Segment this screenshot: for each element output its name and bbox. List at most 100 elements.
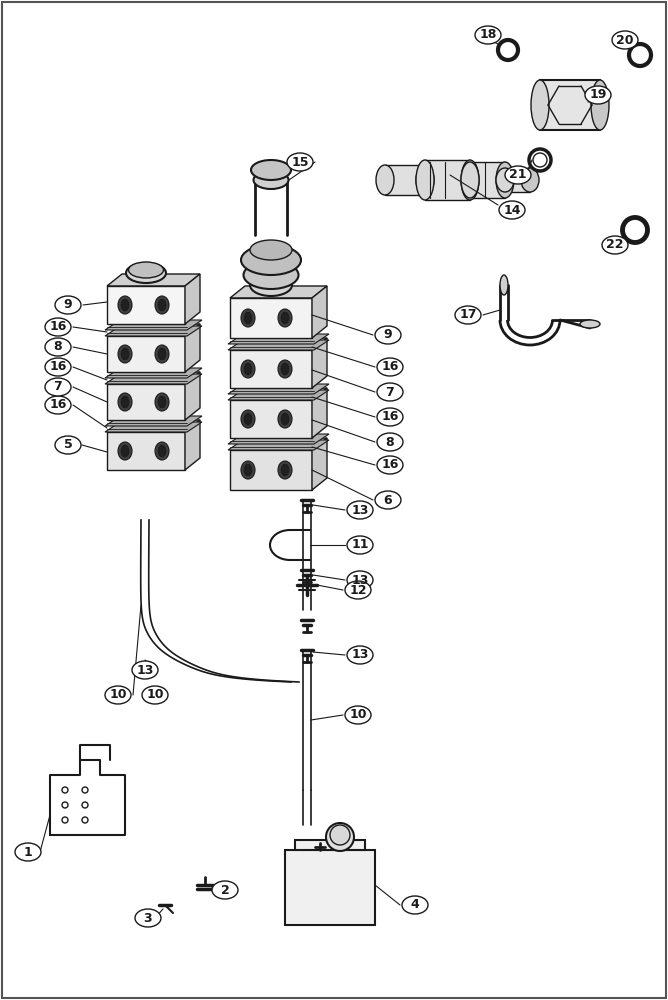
Ellipse shape xyxy=(591,80,609,130)
Text: 16: 16 xyxy=(49,398,67,412)
Polygon shape xyxy=(107,336,185,372)
Text: 8: 8 xyxy=(385,436,394,448)
Text: 10: 10 xyxy=(146,688,164,702)
Ellipse shape xyxy=(105,686,131,704)
Polygon shape xyxy=(230,450,312,490)
Text: 10: 10 xyxy=(110,688,127,702)
Ellipse shape xyxy=(496,168,514,192)
Ellipse shape xyxy=(155,345,169,363)
Text: 2: 2 xyxy=(220,884,229,896)
Ellipse shape xyxy=(121,299,129,311)
Text: 16: 16 xyxy=(381,360,399,373)
Text: 10: 10 xyxy=(349,708,367,722)
Ellipse shape xyxy=(278,360,292,378)
Bar xyxy=(425,160,470,200)
Ellipse shape xyxy=(251,160,291,180)
Ellipse shape xyxy=(500,275,508,295)
Ellipse shape xyxy=(347,536,373,554)
Ellipse shape xyxy=(45,318,71,336)
Text: 7: 7 xyxy=(53,380,62,393)
Ellipse shape xyxy=(241,360,255,378)
Text: 3: 3 xyxy=(144,912,152,924)
Ellipse shape xyxy=(241,245,301,275)
Ellipse shape xyxy=(241,461,255,479)
Text: 1: 1 xyxy=(23,846,32,858)
Ellipse shape xyxy=(281,363,289,375)
Ellipse shape xyxy=(45,338,71,356)
Ellipse shape xyxy=(521,168,539,192)
Ellipse shape xyxy=(375,326,401,344)
Polygon shape xyxy=(228,384,329,394)
Ellipse shape xyxy=(496,162,514,198)
Polygon shape xyxy=(230,438,327,450)
Text: 14: 14 xyxy=(503,204,521,217)
Ellipse shape xyxy=(499,201,525,219)
Polygon shape xyxy=(105,416,202,426)
Ellipse shape xyxy=(155,296,169,314)
Ellipse shape xyxy=(45,396,71,414)
Polygon shape xyxy=(230,388,327,400)
Polygon shape xyxy=(105,374,202,384)
Ellipse shape xyxy=(376,165,394,195)
Text: 16: 16 xyxy=(49,320,67,334)
Ellipse shape xyxy=(278,309,292,327)
Ellipse shape xyxy=(531,80,549,130)
Polygon shape xyxy=(228,440,329,450)
Ellipse shape xyxy=(281,413,289,425)
Ellipse shape xyxy=(15,843,41,861)
Polygon shape xyxy=(230,298,312,338)
Ellipse shape xyxy=(55,296,81,314)
Text: 9: 9 xyxy=(63,298,72,312)
Text: 15: 15 xyxy=(291,155,309,168)
Ellipse shape xyxy=(132,661,158,679)
Text: 8: 8 xyxy=(53,340,62,354)
Polygon shape xyxy=(228,434,329,444)
Ellipse shape xyxy=(135,909,161,927)
Text: 13: 13 xyxy=(351,504,369,516)
Polygon shape xyxy=(312,338,327,388)
Polygon shape xyxy=(312,388,327,438)
Ellipse shape xyxy=(347,571,373,589)
Ellipse shape xyxy=(118,345,132,363)
Ellipse shape xyxy=(505,166,531,184)
Polygon shape xyxy=(312,438,327,490)
Text: 7: 7 xyxy=(385,385,394,398)
Ellipse shape xyxy=(377,456,403,474)
Polygon shape xyxy=(105,368,202,378)
Ellipse shape xyxy=(602,236,628,254)
Ellipse shape xyxy=(585,86,611,104)
Ellipse shape xyxy=(475,26,501,44)
Ellipse shape xyxy=(253,171,289,189)
Ellipse shape xyxy=(121,445,129,457)
Polygon shape xyxy=(107,384,185,420)
Ellipse shape xyxy=(118,393,132,411)
Text: 20: 20 xyxy=(617,33,634,46)
Ellipse shape xyxy=(347,501,373,519)
Text: 4: 4 xyxy=(411,898,420,912)
Text: 18: 18 xyxy=(480,28,497,41)
Text: 11: 11 xyxy=(351,538,369,552)
Bar xyxy=(470,162,505,198)
Ellipse shape xyxy=(612,31,638,49)
Ellipse shape xyxy=(281,464,289,476)
Ellipse shape xyxy=(118,296,132,314)
Ellipse shape xyxy=(461,160,479,200)
Ellipse shape xyxy=(155,442,169,460)
Polygon shape xyxy=(105,320,202,330)
Ellipse shape xyxy=(250,274,292,296)
Text: 16: 16 xyxy=(49,360,67,373)
Polygon shape xyxy=(107,372,200,384)
Polygon shape xyxy=(312,286,327,338)
Polygon shape xyxy=(185,372,200,420)
Ellipse shape xyxy=(402,896,428,914)
Ellipse shape xyxy=(278,410,292,428)
Ellipse shape xyxy=(158,299,166,311)
Ellipse shape xyxy=(377,358,403,376)
Text: 12: 12 xyxy=(349,584,367,596)
Bar xyxy=(385,165,425,195)
Bar xyxy=(505,168,530,192)
Ellipse shape xyxy=(126,263,166,283)
Text: 16: 16 xyxy=(381,410,399,424)
Ellipse shape xyxy=(281,312,289,324)
Ellipse shape xyxy=(241,309,255,327)
